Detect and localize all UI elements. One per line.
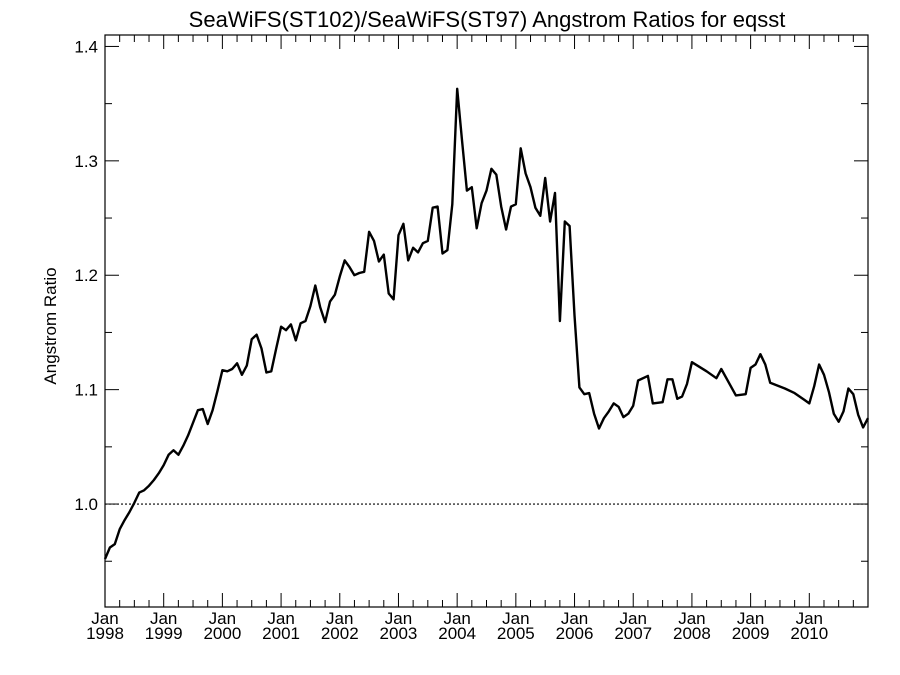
chart-title: SeaWiFS(ST102)/SeaWiFS(ST97) Angstrom Ra…	[189, 7, 786, 32]
x-tick-label-year: 2004	[438, 624, 476, 643]
x-tick-label-year: 2000	[203, 624, 241, 643]
x-tick-label-month: Jan	[150, 609, 177, 628]
x-tick-label-year: 1999	[145, 624, 183, 643]
x-ticks-group: Jan1998Jan1999Jan2000Jan2001Jan2002Jan20…	[86, 35, 869, 643]
x-tick-label-year: 2005	[497, 624, 535, 643]
x-tick-label-month: Jan	[443, 609, 470, 628]
x-tick-label-month: Jan	[561, 609, 588, 628]
x-tick-label-year: 2007	[614, 624, 652, 643]
x-tick-label-month: Jan	[796, 609, 823, 628]
y-tick-label: 1.0	[74, 495, 98, 514]
x-tick-label-month: Jan	[502, 609, 529, 628]
series-line	[103, 87, 870, 560]
x-tick-label-year: 2009	[732, 624, 770, 643]
x-tick-label-year: 2001	[262, 624, 300, 643]
x-tick-label-month: Jan	[620, 609, 647, 628]
y-tick-label: 1.3	[74, 152, 98, 171]
x-tick-label-year: 2008	[673, 624, 711, 643]
x-tick-label-year: 2002	[321, 624, 359, 643]
x-tick-label-month: Jan	[737, 609, 764, 628]
x-tick-label-month: Jan	[209, 609, 236, 628]
x-tick-label-month: Jan	[267, 609, 294, 628]
x-tick-label-year: 2006	[556, 624, 594, 643]
y-tick-label: 1.4	[74, 37, 98, 56]
x-tick-label-month: Jan	[678, 609, 705, 628]
x-tick-label-month: Jan	[385, 609, 412, 628]
x-tick-label-month: Jan	[326, 609, 353, 628]
y-tick-label: 1.2	[74, 266, 98, 285]
y-axis-label: Angstrom Ratio	[41, 267, 60, 384]
x-tick-label-year: 2003	[380, 624, 418, 643]
y-ticks-group: 1.0 1.1 1.2 1.3 1.4	[74, 37, 868, 562]
y-tick-label: 1.1	[74, 381, 98, 400]
plot-frame	[104, 34, 869, 608]
x-tick-label-year: 2010	[790, 624, 828, 643]
x-tick-label-year: 1998	[86, 624, 124, 643]
x-tick-label-month: Jan	[91, 609, 118, 628]
